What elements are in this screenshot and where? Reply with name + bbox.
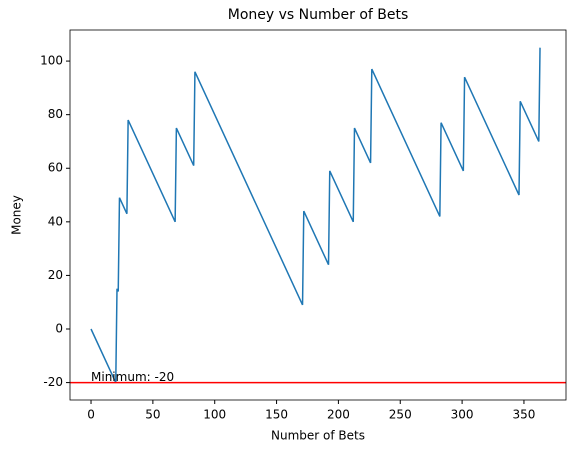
y-tick-label: -20 [43, 375, 63, 389]
x-axis-label: Number of Bets [271, 429, 365, 443]
y-tick-label: 0 [55, 322, 63, 336]
x-tick-label: 0 [87, 408, 95, 422]
x-tick-label: 350 [512, 408, 535, 422]
y-tick-label: 40 [48, 214, 63, 228]
y-tick-label: 60 [48, 161, 63, 175]
y-tick-label: 80 [48, 107, 63, 121]
chart-title: Money vs Number of Bets [228, 7, 409, 23]
y-tick-label: 20 [48, 268, 63, 282]
y-axis-label: Money [10, 195, 24, 235]
annotation: Minimum: -20 [91, 370, 174, 384]
plot-frame [69, 29, 567, 401]
x-tick-label: 250 [389, 408, 412, 422]
x-tick-label: 200 [327, 408, 350, 422]
x-tick-label: 300 [451, 408, 474, 422]
x-tick-label: 50 [145, 408, 160, 422]
x-tick-label: 150 [265, 408, 288, 422]
data-line [90, 47, 541, 383]
x-tick-label: 100 [203, 408, 226, 422]
y-tick-label: 100 [40, 54, 63, 68]
